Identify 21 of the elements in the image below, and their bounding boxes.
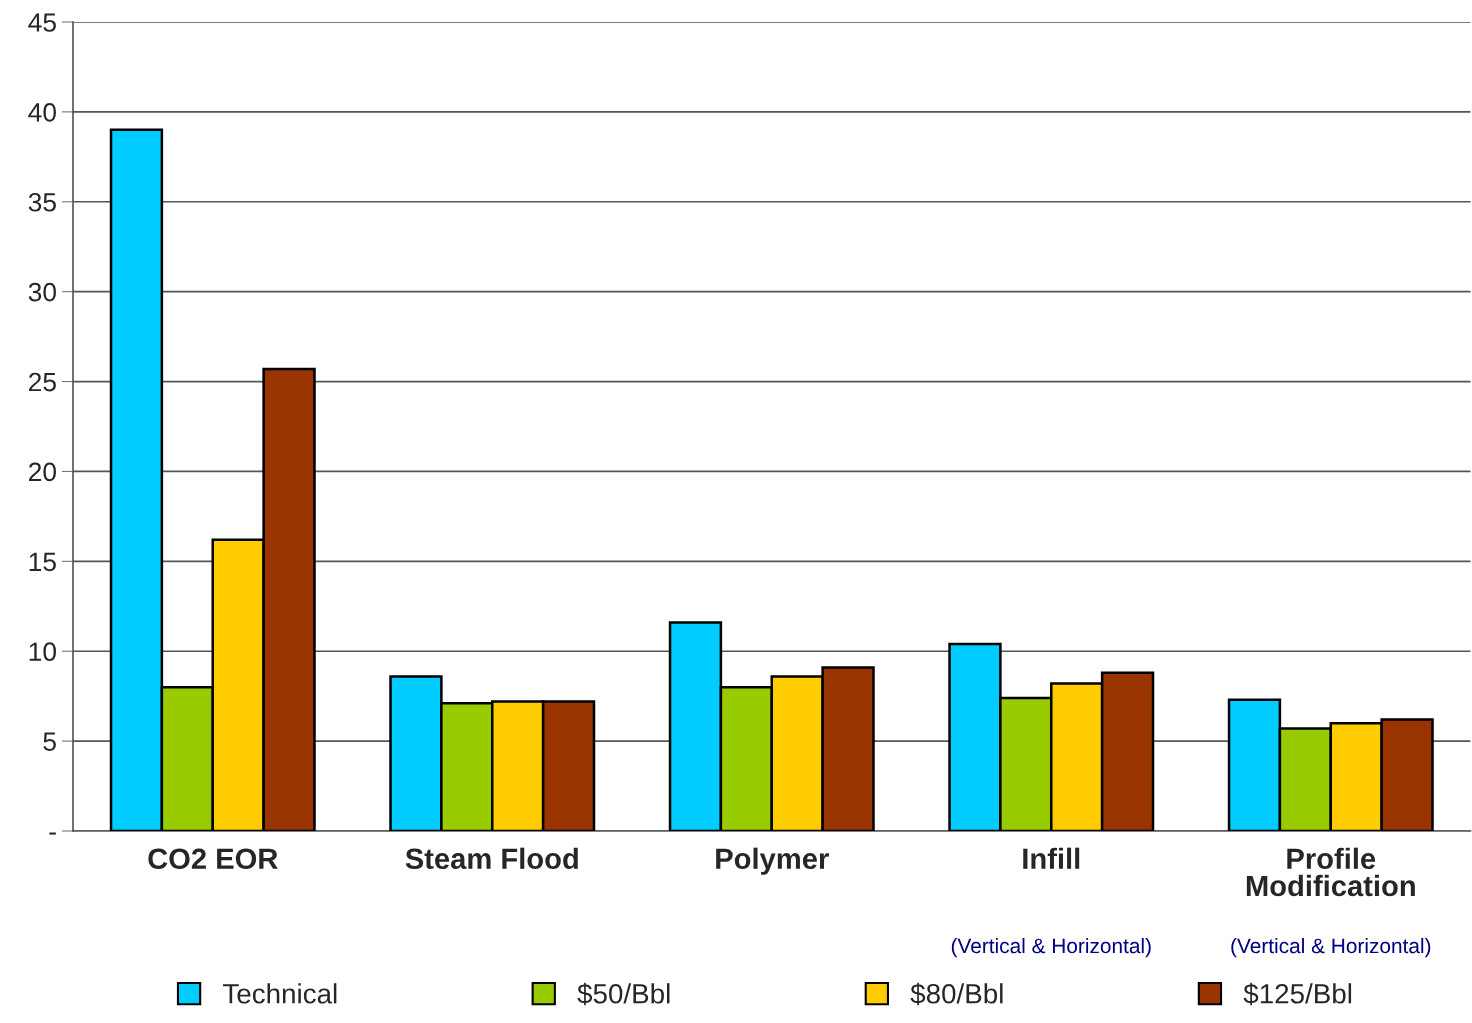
legend-label: $50/Bbl <box>577 982 670 1006</box>
y-tick-label: 40 <box>28 103 56 122</box>
legend-label: Technical <box>223 983 337 1004</box>
x-tick-label: Profile Modification <box>1246 847 1415 897</box>
x-tick-label: Steam Flood <box>405 847 578 870</box>
legend-label: $125/Bbl <box>1243 982 1352 1006</box>
y-tick-label: 15 <box>29 552 56 572</box>
x-tick-label: Polymer <box>716 847 829 875</box>
y-tick-label: 45 <box>28 13 56 32</box>
y-tick-label: 5 <box>43 732 56 751</box>
legend-label: $80/Bbl <box>910 982 1003 1006</box>
text: (Vertical & Horizontal) <box>951 937 1151 958</box>
y-tick-label: 30 <box>28 282 56 302</box>
y-tick-label: 10 <box>29 642 56 662</box>
x-tick-label: Infill <box>1023 847 1080 869</box>
x-tick-label: CO2 EOR <box>148 848 278 870</box>
y-tick-label: 25 <box>29 372 56 392</box>
text: (Vertical & Horizontal) <box>1231 937 1431 958</box>
y-tick-label: 20 <box>29 462 56 482</box>
y-tick-label: - <box>49 832 56 835</box>
y-tick-label: 35 <box>28 192 56 212</box>
